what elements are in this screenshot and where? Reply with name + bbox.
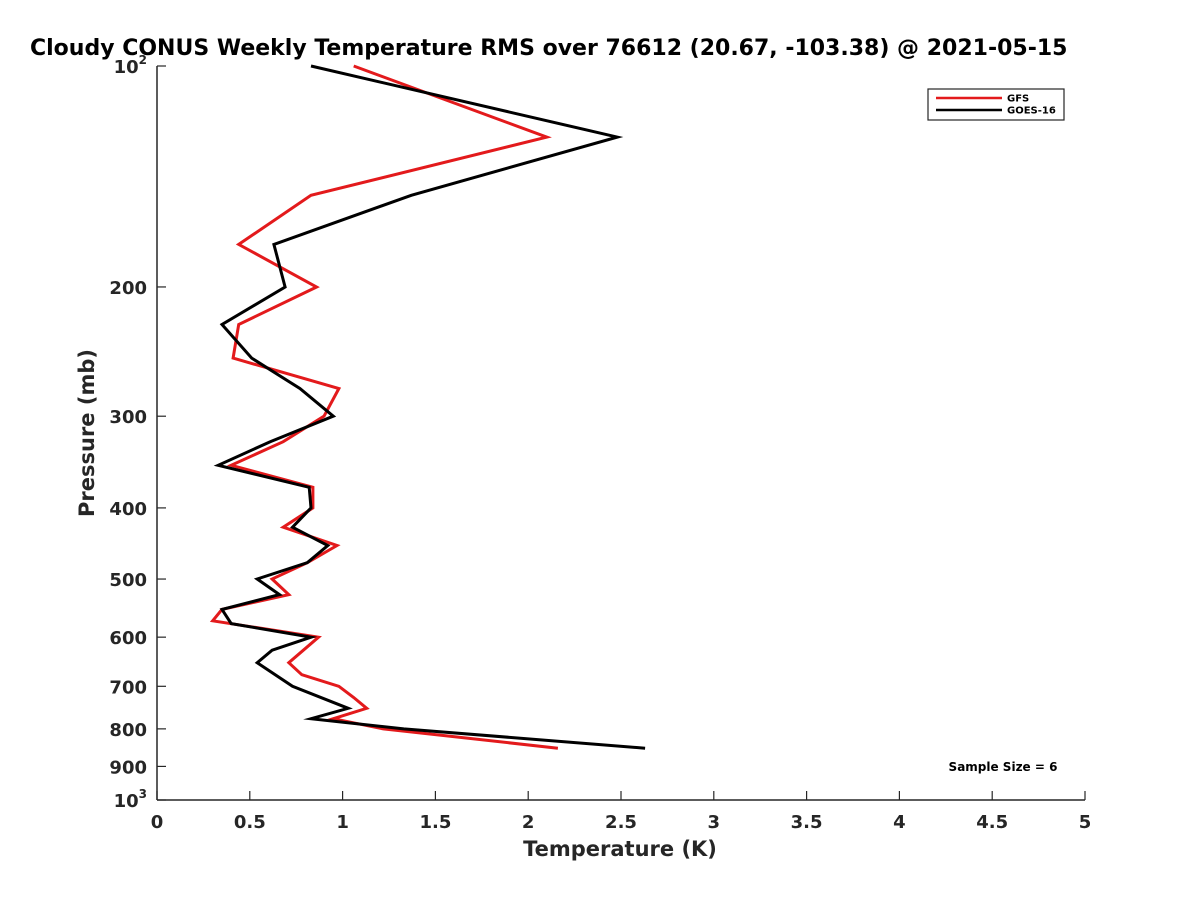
x-tick-label: 3.5 [791, 812, 823, 833]
x-axis: 0 0.5 1 1.5 2 2.5 3 3.5 4 4.5 5 [151, 791, 1092, 833]
y-tick-label: 700 [109, 677, 147, 698]
chart-title: Cloudy CONUS Weekly Temperature RMS over… [30, 36, 1067, 61]
legend-label-goes-16: GOES-16 [1007, 106, 1056, 117]
legend-label-gfs: GFS [1007, 94, 1029, 105]
legend-box [927, 88, 1065, 121]
x-tick-label: 0 [151, 812, 164, 833]
y-tick-label: 300 [109, 407, 147, 428]
sample-size-annotation: Sample Size = 6 [949, 760, 1058, 774]
y-axis: 102 200 300 400 500 600 700 800 900 103 [109, 53, 166, 812]
y-tick-label: 900 [109, 757, 147, 778]
x-tick-label: 3 [708, 812, 721, 833]
x-tick-label: 1 [336, 812, 349, 833]
y-tick-label: 200 [109, 278, 147, 299]
y-tick-label: 500 [109, 570, 147, 591]
x-tick-label: 0.5 [234, 812, 266, 833]
series-line-gfs [209, 64, 559, 750]
x-tick-label: 2 [522, 812, 535, 833]
x-tick-label: 1.5 [419, 812, 451, 833]
legend: GFS GOES-16 [927, 88, 1065, 121]
x-tick-label: 4.5 [976, 812, 1008, 833]
y-tick-label: 600 [109, 628, 147, 649]
series-line-goes-16 [213, 64, 646, 750]
x-tick-label: 2.5 [605, 812, 637, 833]
y-tick-label: 102 [114, 53, 147, 78]
y-axis-label: Pressure (mb) [75, 349, 99, 517]
y-tick-label: 800 [109, 720, 147, 741]
y-tick-label: 103 [114, 787, 147, 812]
x-axis-label: Temperature (K) [523, 837, 717, 861]
x-tick-label: 4 [893, 812, 906, 833]
x-tick-label: 5 [1079, 812, 1092, 833]
series-layer [209, 64, 646, 750]
y-tick-label: 400 [109, 499, 147, 520]
